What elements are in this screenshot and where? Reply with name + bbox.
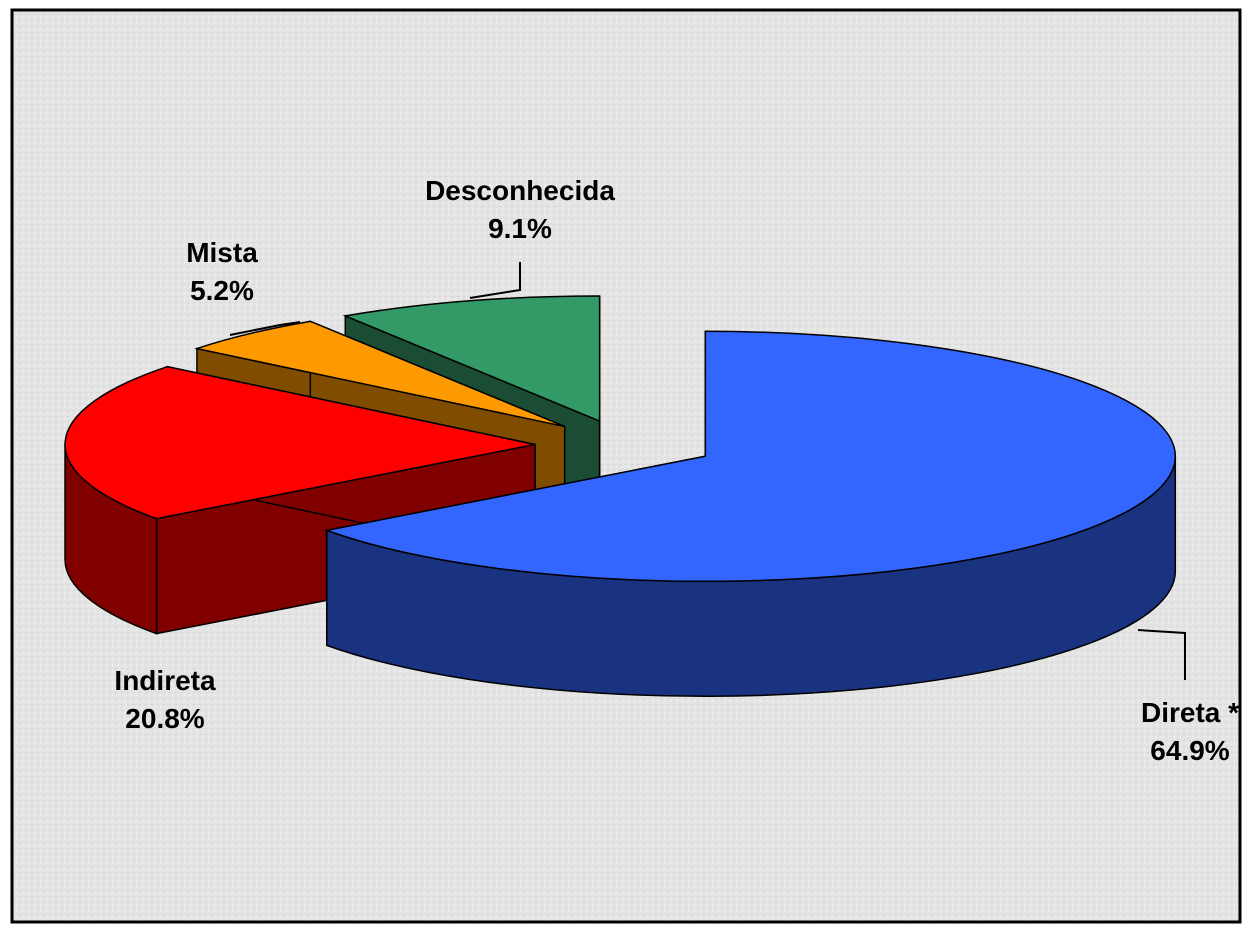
value-label: 9.1% xyxy=(488,213,552,244)
leader-line xyxy=(1137,629,1186,680)
value-label: 20.8% xyxy=(125,703,204,734)
slice-label: Mista xyxy=(186,237,258,268)
value-label: 64.9% xyxy=(1150,735,1229,766)
slice-label: Direta * xyxy=(1141,697,1239,728)
slice xyxy=(64,365,536,520)
leader-line xyxy=(229,321,301,336)
labels: Direta * 64.9% Indireta 20.8% Mista 5.2% Desco… xyxy=(114,175,1239,766)
slice-label: Indireta xyxy=(114,665,216,696)
slice-label: Desconhecida xyxy=(425,175,615,206)
slice xyxy=(342,295,601,423)
slice xyxy=(194,320,565,428)
pie xyxy=(64,295,1177,698)
leader-line xyxy=(469,262,521,299)
value-label: 5.2% xyxy=(190,275,254,306)
slice xyxy=(324,330,1177,583)
